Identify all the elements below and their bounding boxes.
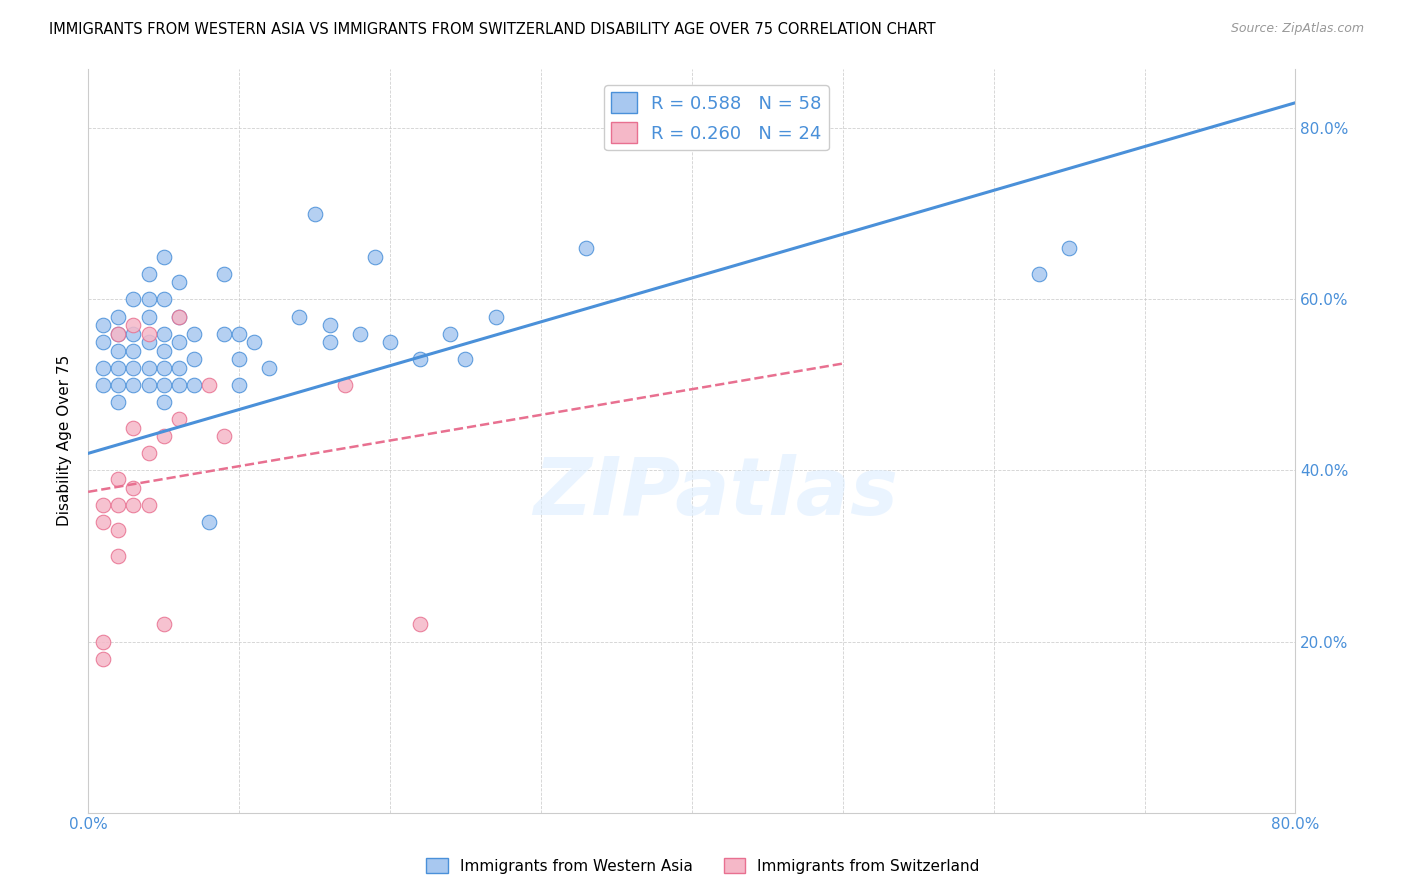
Point — [107, 524, 129, 538]
Point — [122, 481, 145, 495]
Point — [91, 378, 114, 392]
Point — [304, 207, 326, 221]
Point — [107, 310, 129, 324]
Legend: R = 0.588   N = 58, R = 0.260   N = 24: R = 0.588 N = 58, R = 0.260 N = 24 — [605, 85, 828, 150]
Point — [167, 360, 190, 375]
Point — [152, 378, 174, 392]
Point — [107, 498, 129, 512]
Point — [138, 293, 160, 307]
Point — [243, 335, 266, 350]
Point — [409, 617, 432, 632]
Point — [183, 378, 205, 392]
Point — [167, 310, 190, 324]
Point — [122, 420, 145, 434]
Point — [454, 352, 477, 367]
Point — [107, 549, 129, 563]
Text: ZIPatlas: ZIPatlas — [533, 454, 898, 532]
Y-axis label: Disability Age Over 75: Disability Age Over 75 — [58, 355, 72, 526]
Point — [152, 617, 174, 632]
Point — [152, 429, 174, 443]
Point — [138, 378, 160, 392]
Point — [107, 472, 129, 486]
Point — [138, 335, 160, 350]
Point — [107, 360, 129, 375]
Point — [107, 326, 129, 341]
Point — [167, 412, 190, 426]
Point — [91, 318, 114, 332]
Point — [167, 276, 190, 290]
Point — [122, 326, 145, 341]
Point — [152, 326, 174, 341]
Point — [152, 395, 174, 409]
Point — [138, 498, 160, 512]
Point — [485, 310, 508, 324]
Point — [212, 267, 235, 281]
Point — [1028, 267, 1050, 281]
Point — [318, 318, 340, 332]
Point — [167, 310, 190, 324]
Point — [152, 343, 174, 358]
Point — [228, 378, 250, 392]
Point — [91, 335, 114, 350]
Point — [364, 250, 387, 264]
Point — [198, 378, 221, 392]
Point — [167, 378, 190, 392]
Point — [138, 267, 160, 281]
Point — [138, 360, 160, 375]
Point — [91, 498, 114, 512]
Point — [91, 360, 114, 375]
Point — [138, 326, 160, 341]
Point — [107, 395, 129, 409]
Point — [378, 335, 401, 350]
Point — [349, 326, 371, 341]
Point — [183, 326, 205, 341]
Point — [288, 310, 311, 324]
Point — [439, 326, 461, 341]
Text: Source: ZipAtlas.com: Source: ZipAtlas.com — [1230, 22, 1364, 36]
Point — [107, 343, 129, 358]
Point — [122, 378, 145, 392]
Legend: Immigrants from Western Asia, Immigrants from Switzerland: Immigrants from Western Asia, Immigrants… — [420, 852, 986, 880]
Point — [138, 446, 160, 460]
Point — [409, 352, 432, 367]
Point — [212, 429, 235, 443]
Point — [318, 335, 340, 350]
Point — [575, 241, 598, 255]
Point — [122, 293, 145, 307]
Point — [122, 343, 145, 358]
Point — [1057, 241, 1080, 255]
Point — [91, 634, 114, 648]
Point — [228, 352, 250, 367]
Point — [107, 326, 129, 341]
Point — [152, 360, 174, 375]
Point — [183, 352, 205, 367]
Point — [122, 360, 145, 375]
Point — [212, 326, 235, 341]
Point — [122, 498, 145, 512]
Point — [152, 250, 174, 264]
Point — [257, 360, 280, 375]
Point — [228, 326, 250, 341]
Point — [167, 335, 190, 350]
Point — [198, 515, 221, 529]
Point — [91, 515, 114, 529]
Point — [122, 318, 145, 332]
Point — [152, 293, 174, 307]
Point — [107, 378, 129, 392]
Point — [91, 651, 114, 665]
Point — [333, 378, 356, 392]
Text: IMMIGRANTS FROM WESTERN ASIA VS IMMIGRANTS FROM SWITZERLAND DISABILITY AGE OVER : IMMIGRANTS FROM WESTERN ASIA VS IMMIGRAN… — [49, 22, 936, 37]
Point — [138, 310, 160, 324]
